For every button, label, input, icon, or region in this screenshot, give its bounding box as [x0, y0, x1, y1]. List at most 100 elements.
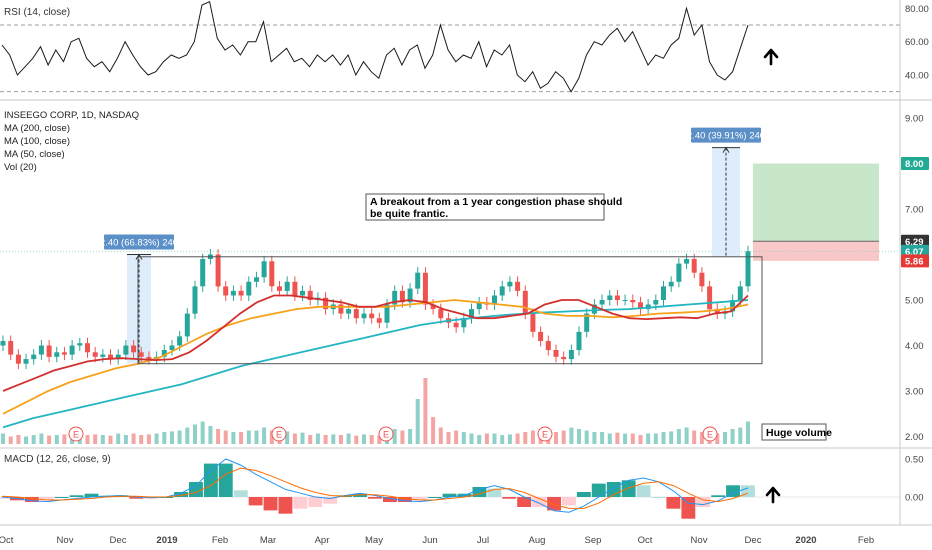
volume-bar [554, 432, 558, 444]
rsi-panel[interactable]: RSI (14, close) [0, 0, 900, 93]
price-axis[interactable]: 80.0060.0040.009.008.007.006.005.004.003… [901, 4, 929, 504]
candle-body [684, 259, 690, 264]
legend-ma100: MA (100, close) [4, 136, 70, 147]
volume-bar [1, 433, 5, 444]
volume-bar [500, 435, 505, 444]
earnings-marker[interactable] [702, 426, 718, 442]
macd-histogram-bar [711, 495, 726, 497]
price-axis-label: 9.00 [905, 114, 924, 125]
rsi-line [1, 0, 749, 93]
macd-panel[interactable]: MACD (12, 26, close, 9) [0, 454, 900, 519]
measure-label: 2.40 (39.91%) 240 [687, 131, 765, 142]
earnings-marker[interactable] [271, 426, 287, 442]
volume-bars [1, 378, 750, 444]
volume-bar [31, 435, 36, 444]
panel-frames [0, 0, 932, 526]
macd-histogram-bar [532, 497, 547, 507]
macd-axis-label: 0.00 [905, 493, 924, 504]
macd-histogram-bar [189, 482, 203, 497]
rsi-reference-lines [0, 24, 900, 93]
volume-bar [85, 435, 90, 444]
legend-symbol: INSEEGO CORP, 1D, NASDAQ [4, 110, 139, 121]
candle-body [553, 350, 559, 357]
candle-body [307, 290, 313, 300]
volume-bar [431, 417, 436, 444]
candle-body [184, 313, 190, 337]
annotation-huge-volume-text: Huge volume [766, 427, 832, 439]
earnings-marker[interactable] [68, 426, 84, 442]
macd-histogram-bar [293, 497, 308, 509]
volume-bar [415, 399, 420, 444]
volume-bar [408, 429, 413, 444]
candle-body [699, 272, 705, 287]
macd-label: MACD (12, 26, close, 9) [4, 454, 111, 465]
time-axis-label: Oct [0, 535, 14, 546]
volume-bar [62, 434, 67, 444]
congestion-range-box[interactable] [137, 256, 763, 365]
macd-histogram-bar [159, 497, 174, 498]
candle-body [407, 288, 413, 303]
earnings-marker[interactable] [537, 426, 553, 442]
ma50-line [2, 294, 749, 392]
time-axis-label: Nov [691, 535, 708, 546]
candle-body [177, 336, 183, 346]
macd-histogram-bar [308, 497, 323, 507]
volume-bar [569, 427, 574, 444]
time-axis-label: Dec [110, 535, 127, 546]
candle-body [376, 318, 382, 323]
candle-body [630, 300, 636, 303]
candle-body [661, 286, 666, 300]
macd-histogram-bar [323, 497, 338, 504]
annotation-box [365, 193, 605, 221]
annotation-breakout[interactable]: A breakout from a 1 year congestion phas… [365, 193, 622, 221]
legend-volume: Vol (20) [4, 162, 37, 173]
price-tag [901, 254, 929, 268]
candle-body [591, 304, 597, 314]
volume-bar [338, 435, 343, 444]
time-axis-label: Feb [212, 535, 228, 546]
candle-body [737, 286, 743, 300]
candle-body [438, 309, 444, 319]
candle-body [8, 341, 14, 355]
legend: INSEEGO CORP, 1D, NASDAQ MA (200, close)… [4, 110, 139, 173]
candle-body [361, 313, 367, 319]
time-axis-label: 2020 [795, 535, 816, 546]
candle-body [0, 341, 6, 346]
time-axis[interactable]: Oct Nov Dec 2019 Feb Mar Apr May Jun Jul Aug Sep Oct… [0, 535, 874, 546]
macd-histogram-bar [54, 497, 69, 498]
volume-bar [530, 430, 535, 444]
time-axis-label: Mar [260, 535, 276, 546]
volume-bar [477, 435, 482, 444]
candle-body [707, 286, 713, 310]
candle-body [415, 272, 421, 289]
candle-body [200, 259, 206, 287]
time-axis-label: Aug [529, 535, 546, 546]
macd-histogram-bar [472, 487, 487, 497]
annotation-huge-volume[interactable]: Huge volume [761, 423, 832, 441]
candle-body [538, 331, 544, 341]
position-zones [0, 163, 900, 261]
volume-bar [653, 433, 658, 444]
volume-bar [699, 432, 704, 444]
time-axis-label: Jul [477, 535, 489, 546]
macd-histogram-bar [24, 497, 39, 502]
candle-body [476, 302, 482, 310]
volume-bar [630, 433, 635, 444]
volume-bar [154, 433, 159, 444]
volume-bar [269, 430, 274, 444]
volume-bar [246, 430, 251, 444]
candle-body [745, 251, 751, 287]
arrow-up-icon [763, 48, 779, 66]
volume-bar [646, 433, 651, 444]
price-tag-label: 6.29 [905, 237, 924, 248]
volume-bar [715, 433, 720, 444]
candle-body [422, 272, 428, 305]
price-axis-label: 7.00 [905, 205, 924, 216]
earnings-marker[interactable] [378, 426, 394, 442]
candle-body [515, 281, 521, 291]
volume-bar [423, 378, 428, 444]
volume-bar [300, 432, 305, 444]
candle-body [453, 322, 459, 328]
price-panel[interactable]: 2.40 (66.83%) 240 2.40 (39.91%) 240 E E E E E… [0, 110, 900, 444]
